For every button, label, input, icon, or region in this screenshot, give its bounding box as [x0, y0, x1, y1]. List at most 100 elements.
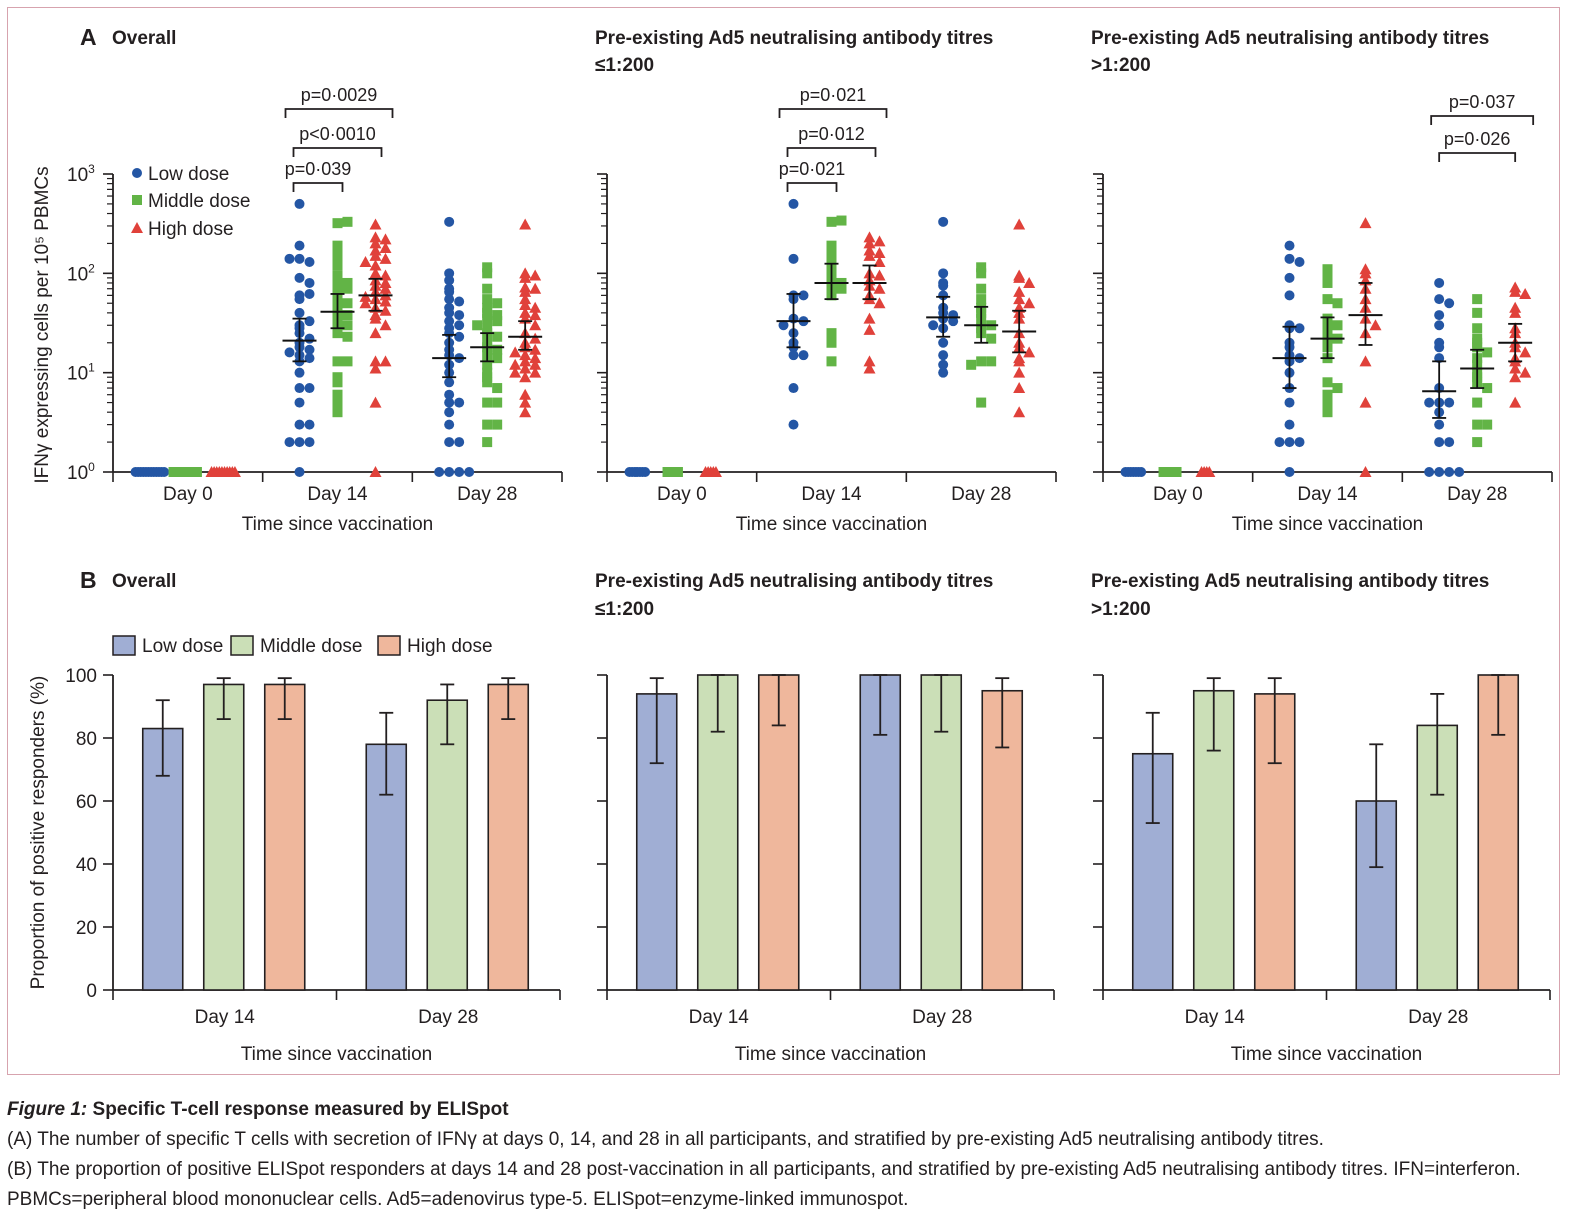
data-point-low-dose [444, 389, 455, 400]
data-point-middle-dose [332, 407, 343, 418]
data-point-high-dose [519, 349, 532, 361]
data-point-low-dose [444, 467, 455, 477]
data-point-high-dose [873, 256, 886, 268]
x-tick-label: Day 28 [1408, 1007, 1468, 1028]
data-point-low-dose [1284, 272, 1295, 283]
data-point-high-dose [529, 366, 542, 378]
bracket-line [292, 147, 383, 157]
data-point-low-dose [1454, 467, 1465, 477]
data-point-middle-dose [482, 437, 493, 448]
data-point-middle-dose [342, 356, 353, 367]
data-point-low-dose [938, 350, 949, 361]
data-point-low-dose [1284, 467, 1295, 477]
data-point-middle-dose [1322, 407, 1333, 418]
data-point-low-dose [1284, 290, 1295, 301]
data-point-high-dose [228, 466, 241, 477]
data-point-middle-dose [672, 467, 683, 477]
y-tick-label: 100 [67, 460, 95, 484]
data-point-low-dose [938, 367, 949, 378]
data-point-high-dose [863, 231, 876, 243]
x-axis-label: Time since vaccination [242, 514, 433, 535]
data-point-high-dose [379, 233, 392, 245]
data-point-low-dose [284, 347, 295, 358]
data-point-middle-dose [332, 275, 343, 286]
data-point-high-dose [509, 346, 522, 358]
bracket-line [284, 108, 394, 118]
caption-figure-label: Figure 1: [7, 1099, 88, 1120]
data-point-middle-dose [332, 356, 343, 367]
data-point-low-dose [798, 350, 809, 361]
bracket-line [1430, 115, 1535, 125]
data-point-low-dose [1444, 437, 1455, 448]
data-point-middle-dose [1332, 298, 1343, 309]
data-point-low-dose [788, 198, 799, 209]
data-point-low-dose [928, 320, 939, 331]
p-value-label: p=0·021 [800, 85, 867, 105]
data-point-middle-dose [1472, 342, 1483, 353]
data-point-low-dose [304, 288, 315, 299]
caption-heading: Figure 1: Specific T-cell response measu… [7, 1095, 1567, 1125]
data-point-high-dose [873, 235, 886, 247]
data-point-middle-dose [1322, 294, 1333, 305]
data-point-low-dose [294, 383, 305, 394]
data-point-high-dose [519, 388, 532, 400]
data-point-high-dose [369, 312, 382, 324]
chart-title: Pre-existing Ad5 neutralising antibody t… [595, 571, 993, 592]
x-tick-label: Day 28 [951, 484, 1011, 505]
data-point-middle-dose [342, 216, 353, 227]
x-tick-label: Day 0 [1153, 484, 1203, 505]
data-point-low-dose [1434, 294, 1445, 305]
data-point-high-dose [519, 396, 532, 408]
significance-bracket: p=0·026 [1438, 129, 1517, 162]
data-point-low-dose [938, 359, 949, 370]
data-point-low-dose [1444, 298, 1455, 309]
legend-high-dose-swatch [377, 635, 401, 656]
data-point-middle-dose [482, 283, 493, 294]
data-point-high-dose [863, 237, 876, 249]
data-point-low-dose [778, 320, 789, 331]
x-axis-label: Time since vaccination [735, 1044, 926, 1065]
data-point-middle-dose [1322, 277, 1333, 288]
data-point-high-dose [1359, 355, 1372, 367]
data-point-middle-dose [332, 280, 343, 291]
data-point-high-dose [529, 301, 542, 313]
data-point-middle-dose [332, 328, 343, 339]
data-point-low-dose [788, 419, 799, 430]
data-point-middle-dose [1171, 467, 1182, 477]
data-point-low-dose [444, 268, 455, 279]
data-point-high-dose [1509, 371, 1522, 383]
x-tick-label: Day 14 [689, 1007, 750, 1028]
x-tick-label: Day 14 [1185, 1007, 1246, 1028]
bar-high-dose [263, 683, 306, 991]
data-point-middle-dose [826, 248, 837, 259]
data-point-high-dose [1013, 382, 1026, 394]
data-point-middle-dose [482, 268, 493, 279]
data-point-high-dose [529, 358, 542, 370]
y-tick-label: 103 [67, 162, 95, 186]
data-point-high-dose [519, 293, 532, 305]
data-point-low-dose [444, 419, 455, 430]
data-point-middle-dose [492, 310, 503, 321]
data-point-high-dose [379, 282, 392, 294]
data-point-low-dose [1284, 419, 1295, 430]
data-point-middle-dose [332, 372, 343, 383]
data-point-high-dose [863, 323, 876, 335]
y-axis-label: IFNγ expressing cells per 10⁵ PBMCs [32, 166, 53, 483]
data-point-low-dose [1434, 277, 1445, 288]
data-point-low-dose [1434, 437, 1445, 448]
data-point-low-dose [444, 286, 455, 297]
bar-panel-B3: Pre-existing Ad5 neutralising antibody t… [1091, 571, 1551, 1065]
data-point-low-dose [454, 397, 465, 408]
bar-middle-dose [426, 699, 469, 991]
bar-high-dose [757, 674, 800, 991]
bar-panel-B2: Pre-existing Ad5 neutralising antibody t… [595, 571, 1055, 1065]
legend-panel-a: Low dose Middle dose High dose [131, 164, 250, 240]
data-point-high-dose [863, 312, 876, 324]
chart-title: Overall [112, 28, 176, 49]
data-point-middle-dose [1332, 383, 1343, 394]
caption-line-a: (A) The number of specific T cells with … [7, 1129, 1324, 1150]
data-point-low-dose [294, 437, 305, 448]
legend-label: Low dose [142, 636, 223, 657]
data-point-high-dose [529, 332, 542, 344]
data-point-middle-dose [342, 310, 353, 321]
